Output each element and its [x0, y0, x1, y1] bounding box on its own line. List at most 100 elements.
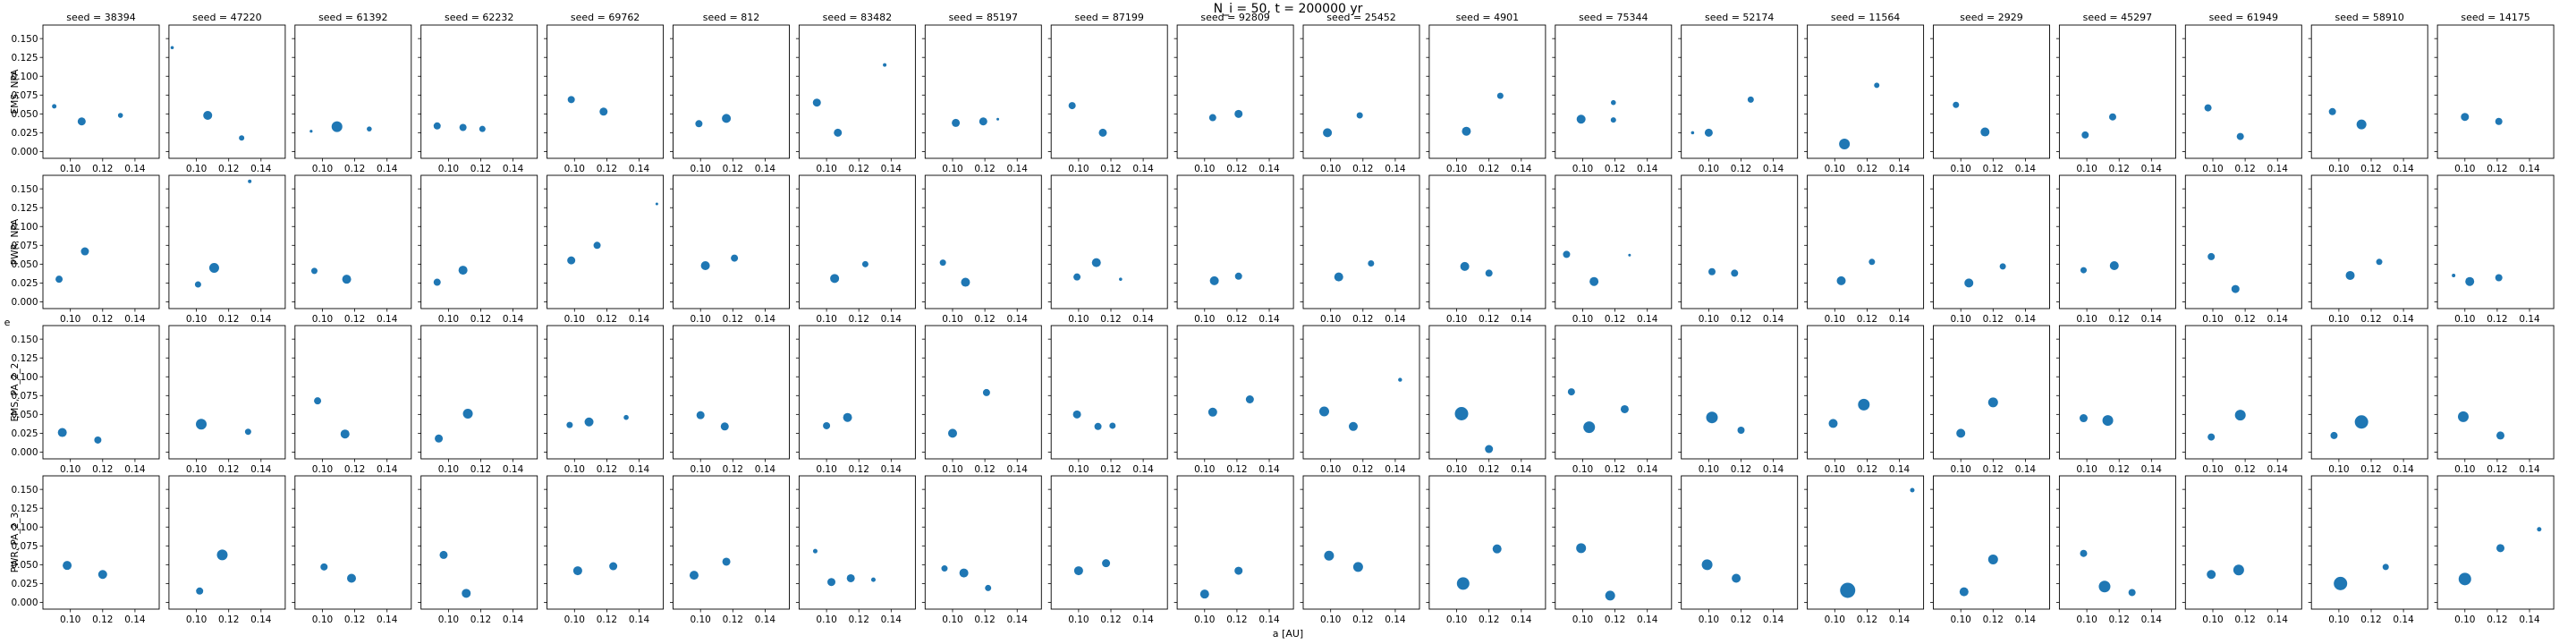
data-point	[310, 267, 318, 275]
y-tick-label: 0.150	[11, 184, 38, 195]
x-tick-label: 0.14	[124, 614, 146, 625]
data-point	[1102, 559, 1111, 568]
y-tick-label: 0.000	[11, 147, 38, 157]
data-point	[1068, 102, 1076, 110]
data-point	[1324, 550, 1335, 561]
panel-frame	[2058, 475, 2176, 610]
column-title: seed = 58910	[2334, 12, 2403, 23]
x-tick-label: 0.10	[438, 614, 459, 625]
data-point	[433, 122, 441, 130]
panel: 0.10 0.12 0.14	[921, 475, 1042, 625]
data-point	[720, 422, 729, 431]
x-tick-label: 0.12	[92, 314, 113, 325]
panel-frame	[1176, 24, 1294, 159]
x-tick-label: 0.10	[1699, 164, 1719, 174]
panel: 0.10 0.12 0.14	[1426, 475, 1546, 625]
panel: 0.10 0.12 0.14	[795, 325, 916, 475]
x-tick-label: 0.10	[1699, 464, 1719, 475]
panel: 0.10 0.12 0.14	[418, 325, 538, 475]
data-point	[1980, 127, 1990, 137]
data-point	[2376, 258, 2383, 266]
x-tick-label: 0.14	[629, 314, 650, 325]
data-point	[1704, 128, 1713, 137]
data-point	[1731, 269, 1739, 277]
column-title: seed = 62232	[445, 12, 513, 23]
x-tick-label: 0.12	[1605, 164, 1625, 174]
column-title: seed = 2929	[1960, 12, 2022, 23]
data-point	[1605, 590, 1615, 601]
data-point	[1737, 427, 1745, 435]
panel: 0.10 0.12 0.14	[1804, 325, 1925, 475]
panel: 0.10 0.12 0.14	[2182, 325, 2302, 475]
panel: 0.10 0.12 0.14	[1426, 325, 1546, 475]
data-point	[367, 126, 372, 131]
data-point	[208, 263, 219, 274]
x-tick-label: 0.12	[470, 464, 491, 475]
data-point	[1485, 445, 1494, 453]
panel-frame	[2310, 174, 2428, 309]
x-tick-label: 0.10	[1446, 314, 1467, 325]
panel-frame	[798, 24, 916, 159]
x-tick-label: 0.10	[942, 164, 962, 174]
x-tick-label: 0.12	[1226, 464, 1247, 475]
data-point	[952, 118, 961, 127]
panel: 0.10 0.12 0.14	[1047, 24, 1168, 174]
data-point	[584, 417, 594, 427]
column-title: seed = 61949	[2209, 12, 2278, 23]
data-point	[2330, 431, 2338, 439]
panel: 0.10 0.12 0.14	[1426, 174, 1546, 325]
x-tick-label: 0.14	[2267, 314, 2289, 325]
data-point	[479, 125, 486, 132]
x-tick-label: 0.14	[881, 464, 902, 475]
panel-frame	[1681, 24, 1799, 159]
panel-frame	[2436, 174, 2555, 309]
x-tick-label: 0.10	[2202, 464, 2223, 475]
panel: 0.10 0.12 0.14	[1174, 325, 1294, 475]
panel-frame	[2436, 475, 2555, 610]
x-tick-label: 0.12	[723, 164, 743, 174]
panel: 0.000 0.025 0.050 0.075 0.100 0.125 0.150 0.10 0…	[11, 475, 160, 625]
x-tick-label: 0.10	[60, 464, 80, 475]
data-point	[2382, 564, 2389, 571]
panel-frame	[1933, 475, 2050, 610]
data-point	[1620, 404, 1629, 413]
x-tick-label: 0.10	[438, 314, 459, 325]
x-tick-label: 0.14	[2393, 464, 2414, 475]
data-point	[1701, 559, 1713, 571]
x-axis-label: a [AU]	[1273, 628, 1303, 640]
x-tick-label: 0.10	[942, 464, 962, 475]
data-point	[1706, 411, 1718, 424]
panel: 0.10 0.12 0.14	[1300, 24, 1420, 174]
data-point	[340, 429, 350, 439]
data-point	[462, 408, 473, 419]
panel: 0.10 0.12 0.14	[2434, 475, 2555, 625]
x-tick-label: 0.12	[92, 164, 113, 174]
panel-frame	[1302, 325, 1420, 460]
data-point	[812, 98, 821, 107]
x-tick-label: 0.10	[942, 314, 962, 325]
panel-frame	[420, 174, 538, 309]
column-title: seed = 92809	[1200, 12, 1269, 23]
x-tick-label: 0.12	[1226, 314, 1247, 325]
x-tick-label: 0.12	[1479, 314, 1499, 325]
data-point	[52, 104, 57, 109]
y-tick-label: 0.050	[11, 109, 38, 120]
panel: 0.10 0.12 0.14	[1930, 174, 2050, 325]
data-point	[2233, 564, 2244, 576]
data-point	[2079, 414, 2088, 423]
x-tick-label: 0.12	[1857, 164, 1877, 174]
panel: 0.10 0.12 0.14	[921, 24, 1042, 174]
panel-frame	[168, 174, 286, 309]
data-point	[861, 260, 869, 267]
data-point	[1485, 269, 1493, 277]
x-tick-label: 0.12	[1983, 314, 2004, 325]
data-point	[1576, 543, 1587, 554]
panel: 0.10 0.12 0.14	[2182, 475, 2302, 625]
data-point	[985, 584, 992, 591]
x-tick-label: 0.14	[1385, 614, 1406, 625]
data-point	[939, 259, 946, 267]
column-title: seed = 83482	[823, 12, 892, 23]
x-tick-label: 0.14	[1637, 314, 1658, 325]
data-point	[1910, 487, 1915, 493]
